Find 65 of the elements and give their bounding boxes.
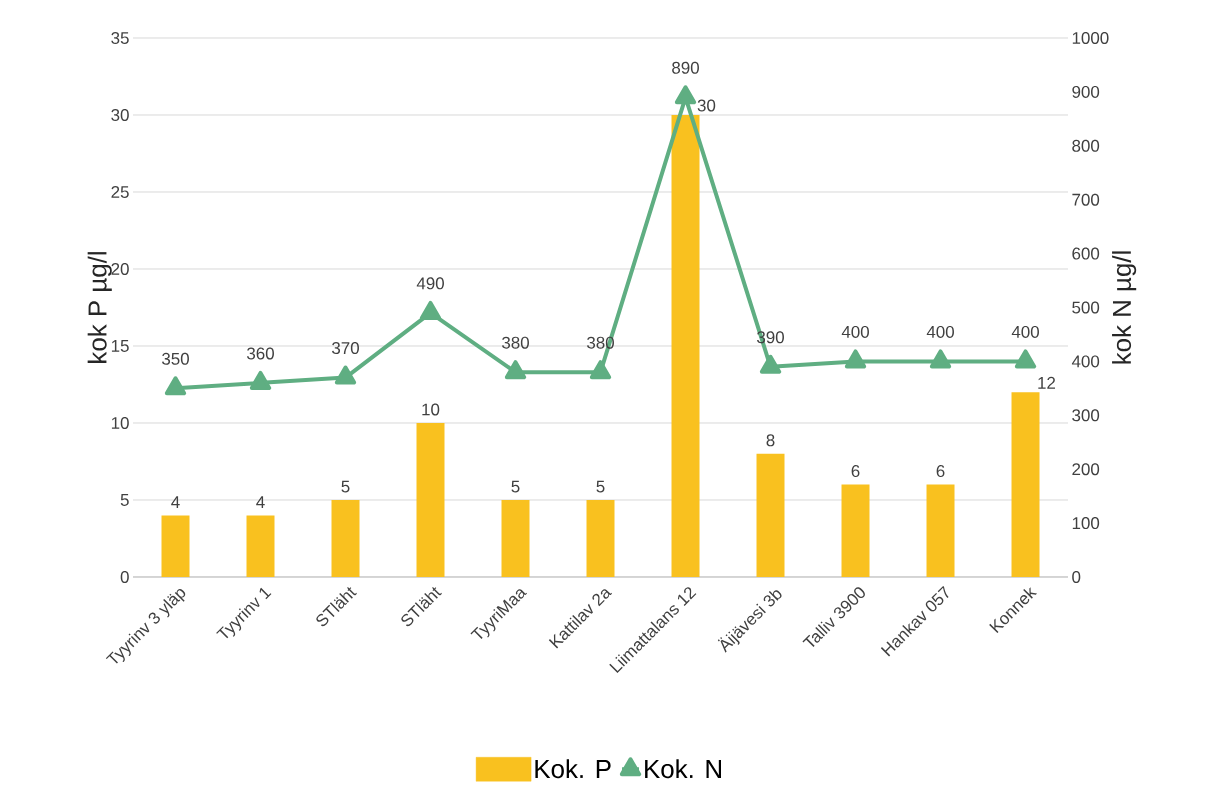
y2-tick-label: 1000 bbox=[1072, 32, 1109, 44]
point bbox=[249, 370, 272, 390]
y-axis-title: kok P µg/l bbox=[87, 252, 112, 363]
point bbox=[504, 360, 527, 380]
point bbox=[759, 354, 782, 374]
y-tick-label: 20 bbox=[111, 263, 129, 275]
y2-tick-label: 300 bbox=[1072, 409, 1100, 422]
y2-tick-label: 600 bbox=[1072, 247, 1100, 260]
bar bbox=[841, 484, 870, 577]
bar bbox=[586, 500, 615, 577]
y2-tick-label: 800 bbox=[1072, 139, 1100, 152]
legend-label: Kok. P bbox=[535, 759, 611, 779]
data-label: 8 bbox=[766, 434, 775, 447]
y2-tick-label: 100 bbox=[1072, 517, 1100, 530]
data-label: 360 bbox=[247, 347, 274, 360]
data-label: 5 bbox=[511, 480, 520, 493]
data-label: 400 bbox=[1011, 325, 1039, 338]
y-tick-label: 35 bbox=[111, 32, 129, 44]
data-label: 4 bbox=[171, 496, 180, 508]
data-label: 12 bbox=[1038, 376, 1056, 389]
legend-label: Kok. N bbox=[645, 759, 721, 779]
y-tick-label: 30 bbox=[111, 109, 129, 121]
point bbox=[419, 300, 442, 320]
y2-tick-label: 700 bbox=[1072, 193, 1100, 206]
point bbox=[844, 349, 867, 369]
y-tick-label: 15 bbox=[111, 340, 129, 352]
bar bbox=[1011, 392, 1040, 577]
data-label: 380 bbox=[502, 336, 529, 349]
point bbox=[589, 360, 612, 380]
data-label: 400 bbox=[926, 325, 954, 338]
point bbox=[164, 376, 187, 396]
data-label: 890 bbox=[672, 61, 699, 74]
data-label: 6 bbox=[851, 465, 860, 478]
y-tick-label: 25 bbox=[111, 186, 129, 198]
bar bbox=[501, 500, 530, 577]
data-label: 370 bbox=[332, 342, 359, 355]
bar bbox=[331, 500, 360, 577]
bar bbox=[416, 423, 445, 577]
data-label: 4 bbox=[256, 496, 265, 508]
bar bbox=[671, 115, 700, 577]
point bbox=[334, 365, 357, 385]
data-label: 5 bbox=[341, 480, 350, 493]
bar bbox=[246, 515, 275, 577]
y2-tick-label: 200 bbox=[1072, 463, 1100, 476]
data-label: 5 bbox=[596, 480, 605, 493]
data-label: 400 bbox=[841, 325, 869, 338]
y2-tick-label: 900 bbox=[1072, 85, 1100, 98]
y2-tick-label: 400 bbox=[1071, 355, 1100, 368]
bar bbox=[756, 453, 785, 577]
bar bbox=[926, 484, 955, 577]
y2-tick-label: 0 bbox=[1072, 571, 1081, 583]
point bbox=[929, 349, 952, 369]
point bbox=[1014, 349, 1037, 369]
data-label: 350 bbox=[162, 352, 189, 365]
y-tick-label: 5 bbox=[120, 494, 129, 506]
data-label: 6 bbox=[936, 465, 945, 478]
y-tick-label: 0 bbox=[120, 571, 129, 583]
y2-axis-title: kok N µg/l bbox=[1112, 251, 1137, 364]
data-label: 30 bbox=[697, 99, 716, 112]
bar bbox=[161, 515, 190, 577]
y-tick-label: 10 bbox=[111, 417, 129, 429]
y2-tick-label: 500 bbox=[1072, 301, 1100, 314]
data-label: 490 bbox=[416, 277, 444, 290]
point bbox=[674, 85, 697, 105]
data-label: 10 bbox=[422, 403, 440, 416]
